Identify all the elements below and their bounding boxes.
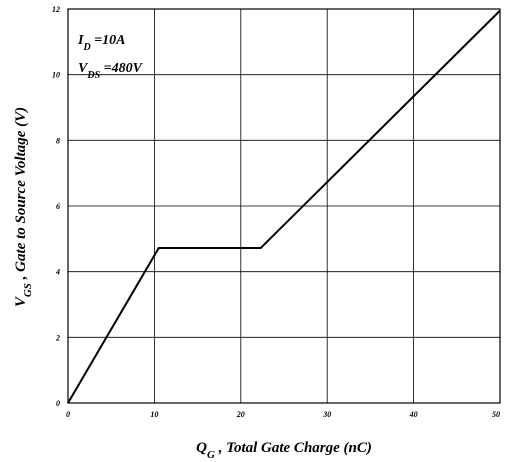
x-tick-label: 20 bbox=[236, 410, 245, 419]
tick-labels: 0 10 20 30 40 50 0 2 4 6 8 10 12 bbox=[52, 5, 500, 419]
y-tick-label: 0 bbox=[56, 399, 60, 408]
plot-frame bbox=[67, 8, 501, 404]
y-tick-label: 6 bbox=[56, 202, 60, 211]
grid bbox=[68, 9, 500, 403]
x-tick-label: 0 bbox=[66, 410, 70, 419]
gate-charge-line bbox=[67, 9, 501, 404]
annotation-current: ID =10A bbox=[77, 33, 126, 53]
x-tick-label: 40 bbox=[409, 410, 418, 419]
annotation-voltage: VDS =480V bbox=[78, 61, 144, 81]
y-tick-label: 8 bbox=[56, 136, 60, 145]
y-tick-label: 12 bbox=[52, 5, 60, 14]
y-axis-label: VGS , Gate to Source Voltage (V) bbox=[13, 107, 34, 307]
x-axis-label: QG , Total Gate Charge (nC) bbox=[196, 440, 372, 461]
x-tick-label: 10 bbox=[150, 410, 158, 419]
y-tick-label: 4 bbox=[55, 268, 60, 277]
x-tick-label: 30 bbox=[322, 410, 331, 419]
series-group bbox=[67, 9, 501, 404]
y-tick-label: 10 bbox=[52, 71, 60, 80]
y-tick-label: 2 bbox=[55, 333, 60, 342]
x-tick-label: 50 bbox=[492, 410, 500, 419]
